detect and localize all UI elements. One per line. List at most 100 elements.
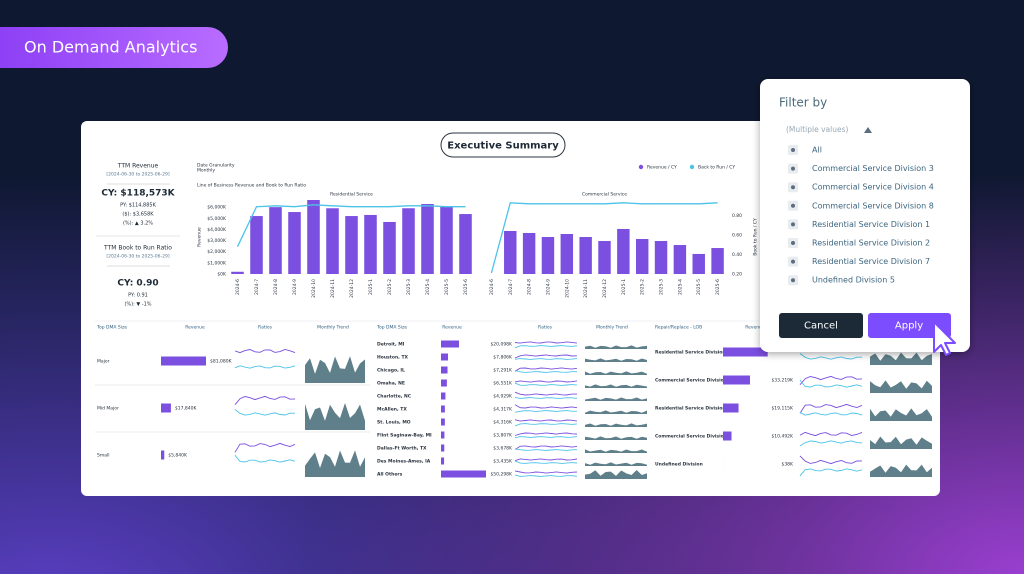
table-header: Revenue xyxy=(185,325,205,331)
revenue-label: $3,678K xyxy=(493,446,513,452)
trend-area xyxy=(870,352,932,365)
table-header: Repair/Replace - LOB xyxy=(655,325,702,331)
title-pill xyxy=(440,132,566,158)
revenue-bar xyxy=(441,418,445,426)
sparkline xyxy=(234,454,296,463)
row-label: Undefined Division xyxy=(655,462,703,468)
x-tick-label: 2024-10 xyxy=(311,279,317,298)
x-tick-label: 2025-4 xyxy=(677,279,683,295)
apply-button[interactable] xyxy=(868,313,951,338)
selection[interactable]: (Multiple values) xyxy=(786,125,848,134)
checkbox-dot[interactable] xyxy=(791,185,795,190)
row-label: Chicago, IL xyxy=(377,368,405,374)
sparkline xyxy=(234,409,295,416)
checkbox-dot[interactable] xyxy=(791,166,795,171)
kpi-value: CY: $118,573K xyxy=(101,189,175,199)
bar xyxy=(598,241,611,274)
y2-tick-label: 0.40 xyxy=(732,252,742,258)
x-tick-label: 2024-11 xyxy=(583,279,589,298)
dropdown-arrow[interactable] xyxy=(864,127,872,133)
checkbox-dot[interactable] xyxy=(791,241,795,245)
checkbox-dot[interactable] xyxy=(791,259,795,264)
trend-area xyxy=(870,464,932,477)
legend-dot xyxy=(638,164,644,170)
x-tick-label: 2024-8 xyxy=(527,279,533,295)
popup-title: Filter by xyxy=(779,96,827,110)
row-label: Dallas-Ft Worth, TX xyxy=(377,446,427,452)
trend-area xyxy=(305,356,365,383)
row-label: Flint Saginaw-Bay, MI xyxy=(377,433,432,439)
option-label[interactable]: All xyxy=(812,146,822,155)
x-tick-label: 2025-5 xyxy=(444,279,450,295)
revenue-label: $4,317K xyxy=(493,407,513,413)
y-tick-label: $6,000K xyxy=(207,205,227,211)
trend-area xyxy=(585,384,647,388)
option-label[interactable]: Commercial Service Division 8 xyxy=(812,201,934,210)
kpi-title: TTM Book to Run Ratio xyxy=(103,245,172,252)
bar xyxy=(673,245,687,274)
bar xyxy=(307,200,320,274)
y2-tick-label: 0.20 xyxy=(732,272,742,278)
checkbox-dot[interactable] xyxy=(791,278,795,283)
bar xyxy=(326,208,339,274)
x-tick-label: 2024-6 xyxy=(489,279,495,295)
kpi-detail: (%): ▼ -1% xyxy=(124,302,151,308)
row-label: Residential Service Division xyxy=(655,406,726,412)
revenue-bar xyxy=(441,392,446,400)
bar xyxy=(654,241,668,274)
revenue-label: $10,492K xyxy=(771,434,794,440)
option-label[interactable]: Residential Service Division 1 xyxy=(812,220,930,229)
bar xyxy=(560,233,574,274)
checkbox-dot[interactable] xyxy=(791,222,795,227)
sparkline xyxy=(799,455,863,465)
table-header: Revenue xyxy=(442,325,462,331)
checkbox-dot[interactable] xyxy=(791,203,795,208)
revenue-bar xyxy=(441,353,448,361)
apply-label[interactable]: Apply xyxy=(895,321,923,332)
kpi-value: CY: 0.90 xyxy=(117,279,158,289)
sparkline xyxy=(514,354,578,359)
revenue-bar xyxy=(441,444,445,452)
cancel-label[interactable]: Cancel xyxy=(804,321,838,332)
chart-title: Line of Business Revenue and Book to Run… xyxy=(197,183,306,189)
option-label[interactable]: Undefined Division 5 xyxy=(812,276,895,285)
y2-tick-label: 0.60 xyxy=(732,233,742,239)
sparkline xyxy=(799,379,863,388)
trend-area xyxy=(585,423,647,427)
x-tick-label: 2024-6 xyxy=(235,279,241,295)
dashboard-content: TTM Revenue [2024-06-30 to 2025-06-29] CY:… xyxy=(95,163,940,479)
bar xyxy=(402,208,415,274)
bar xyxy=(711,248,724,274)
row-label: Small xyxy=(97,453,110,459)
sparkline xyxy=(514,367,578,372)
revenue-bar xyxy=(441,431,445,439)
revenue-bar xyxy=(161,403,171,413)
table-header: Revenue xyxy=(745,325,765,331)
x-tick-label: 2025-1 xyxy=(621,279,627,295)
bar xyxy=(504,230,517,274)
row-label: All Others xyxy=(377,472,403,478)
cancel-button[interactable] xyxy=(779,313,863,338)
bar xyxy=(522,232,536,274)
row-label: Omaha, NE xyxy=(377,381,405,387)
revenue-label: $38K xyxy=(781,462,794,468)
sparkline xyxy=(799,375,863,385)
row-label: Commercial Service Division xyxy=(655,378,727,384)
y2-tick-label: 0.80 xyxy=(732,213,742,219)
option-label[interactable]: Residential Service Division 7 xyxy=(812,257,930,266)
revenue-label: $7,806K xyxy=(493,355,513,361)
row-label: Mid Major xyxy=(97,406,119,412)
revenue-label: $20,098K xyxy=(490,342,513,348)
revenue-bar xyxy=(441,366,448,374)
trend-area xyxy=(585,371,647,375)
revenue-label: $4,316K xyxy=(493,420,513,426)
badge-text: On Demand Analytics xyxy=(24,38,197,57)
checkbox-dot[interactable] xyxy=(791,148,795,152)
sparkline xyxy=(514,341,578,344)
option-label[interactable]: Residential Service Division 2 xyxy=(812,239,930,248)
revenue-bar xyxy=(441,470,486,478)
option-label[interactable]: Commercial Service Division 4 xyxy=(812,183,934,192)
bar xyxy=(421,204,434,274)
row-label: McAllen, TX xyxy=(377,407,407,413)
option-label[interactable]: Commercial Service Division 3 xyxy=(812,164,934,173)
